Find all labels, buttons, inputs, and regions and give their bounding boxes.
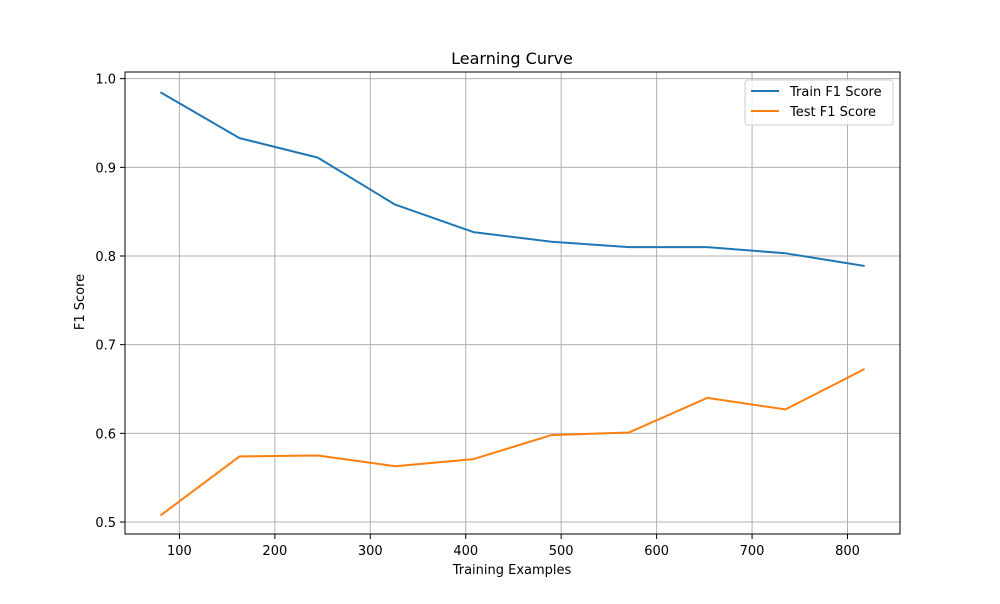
x-tick-label: 300: [358, 544, 383, 559]
y-tick-label: 0.7: [95, 339, 116, 354]
train-f1-line: [159, 91, 865, 267]
grid-lines: [125, 72, 900, 534]
test-f1-line: [159, 368, 866, 517]
y-tick-label: 0.8: [95, 250, 116, 265]
y-tick-label: 0.6: [95, 427, 116, 442]
y-tick-label: 0.9: [95, 161, 116, 176]
x-tick-label: 500: [549, 544, 574, 559]
series-lines: [159, 91, 866, 517]
x-tick-label: 700: [740, 544, 765, 559]
legend-train-label: Train F1 Score: [789, 85, 882, 100]
x-axis-label: Training Examples: [452, 563, 572, 578]
y-axis-label: F1 Score: [73, 274, 88, 330]
x-tick-label: 400: [453, 544, 478, 559]
x-tick-label: 600: [644, 544, 669, 559]
x-tick-label: 200: [262, 544, 287, 559]
y-tick-label: 0.5: [95, 516, 116, 531]
x-tick-label: 100: [167, 544, 192, 559]
x-tick-label: 800: [835, 544, 860, 559]
y-tick-label: 1.0: [95, 73, 116, 88]
legend-box: [744, 79, 894, 126]
axis-ticks: 100 200 300 400 500 600 700 800 0.5 0.6 0.7 0.8 0.9 1…: [95, 73, 860, 559]
legend: Train F1 Score Test F1 Score: [744, 79, 894, 126]
plot-frame: [124, 71, 901, 535]
legend-test-label: Test F1 Score: [789, 105, 876, 120]
chart-title: Learning Curve: [451, 49, 573, 68]
